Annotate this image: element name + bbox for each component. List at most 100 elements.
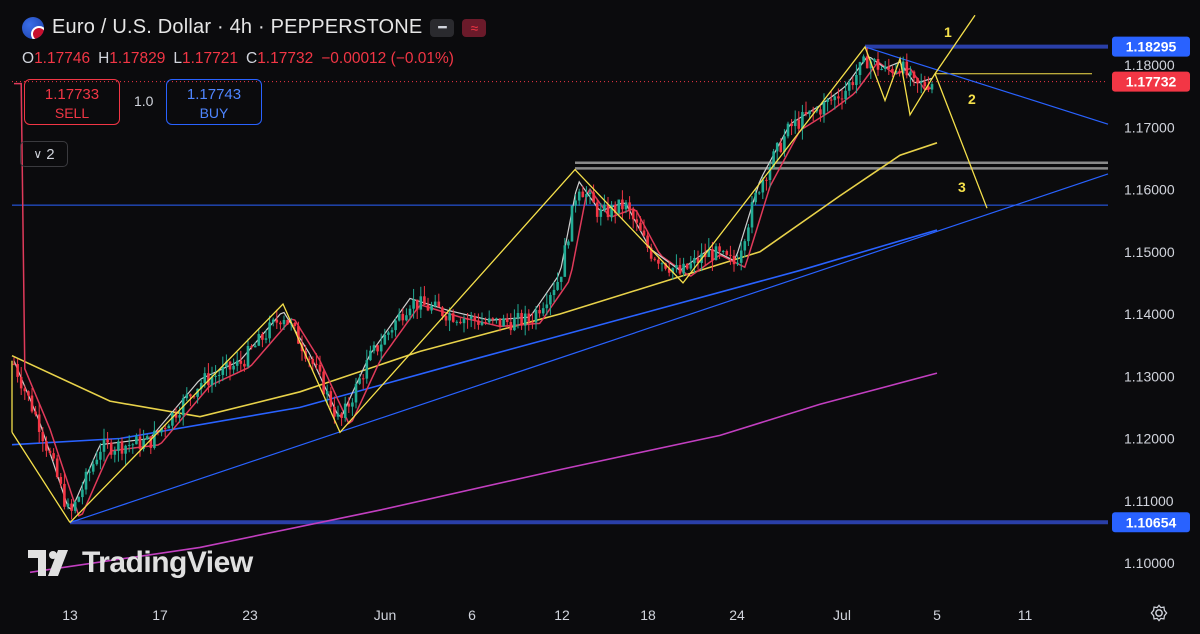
candle-body [563, 245, 567, 277]
candle-body [685, 263, 689, 269]
candle-body [117, 441, 120, 451]
candle-body [790, 123, 793, 127]
candle-body [491, 318, 495, 320]
ma-200-line[interactable] [29, 372, 938, 574]
candle-body [253, 345, 257, 348]
candle-body [909, 71, 912, 76]
candle-body [865, 56, 869, 69]
price-tag[interactable] [1112, 512, 1190, 533]
candle-body [703, 253, 707, 258]
candle-body [27, 391, 30, 396]
price-tag[interactable] [1112, 71, 1190, 92]
candle-body [297, 326, 300, 344]
candle-body [721, 251, 725, 253]
candle-body [412, 299, 415, 309]
candle-body [84, 471, 88, 490]
candle-body [761, 179, 765, 193]
candle-body [250, 345, 253, 348]
candle-body [901, 61, 905, 74]
candle-body [261, 334, 264, 340]
x-tick-label: 11 [1018, 607, 1033, 623]
candle-body [883, 66, 887, 69]
candle-body [178, 415, 181, 418]
x-tick-label: 6 [468, 607, 476, 623]
candle-body [336, 413, 340, 417]
sell-button[interactable]: 1.17733 SELL [24, 79, 120, 125]
candle-body [473, 315, 477, 321]
high-value: 1.17829 [109, 50, 166, 67]
candle-body [847, 82, 851, 91]
candle-body [149, 436, 153, 448]
candle-body [322, 371, 325, 395]
candle-body [772, 151, 775, 168]
candle-body [318, 364, 322, 372]
candle-body [264, 338, 268, 340]
x-tick-label: 17 [152, 607, 168, 623]
candle-body [372, 345, 376, 351]
candle-body [189, 394, 192, 397]
candle-body [102, 439, 106, 452]
candle-body [675, 264, 678, 269]
candle-body [286, 319, 289, 325]
candle-body [354, 383, 358, 403]
candle-body [693, 258, 696, 264]
channel-leg-line[interactable] [11, 431, 71, 523]
candle-body [48, 450, 52, 454]
candle-body [523, 313, 527, 326]
wave-icon[interactable]: ≈ [462, 18, 487, 37]
candle-body [207, 373, 210, 386]
ohlc-readout: O1.17746 H1.17829 L1.17721 C1.17732 −0.0… [22, 50, 454, 68]
candle-body [603, 204, 606, 210]
candle-body [225, 361, 228, 367]
candle-body [171, 412, 174, 426]
candle-body [639, 222, 642, 231]
candle-body [891, 68, 894, 73]
y-tick-label: 1.11000 [1124, 493, 1174, 509]
descending-trendline[interactable] [864, 46, 1109, 125]
candle-body [448, 313, 451, 321]
minus-icon[interactable]: ━ [430, 18, 455, 37]
projection-up-line[interactable] [934, 14, 976, 75]
ascending-trendline[interactable] [69, 173, 1109, 524]
candle-body [333, 406, 336, 417]
buy-button[interactable]: 1.17743 BUY [166, 79, 262, 125]
y-tick-label: 1.12000 [1124, 431, 1175, 447]
candle-body [592, 192, 595, 203]
close-value: 1.17732 [257, 50, 314, 67]
candle-body [408, 308, 412, 316]
settings-gear-icon[interactable] [1150, 604, 1168, 622]
candle-body [819, 109, 822, 115]
indicator-collapse-button[interactable]: ∨ 2 [20, 141, 68, 167]
price-tag[interactable] [1112, 36, 1190, 57]
candle-body [55, 458, 59, 477]
ma-100-line[interactable] [11, 229, 938, 446]
wave-label: 3 [958, 179, 966, 195]
candle-body [577, 191, 581, 201]
candle-body [282, 319, 286, 325]
candle-body [606, 204, 610, 218]
ma-50-line[interactable] [11, 142, 938, 418]
symbol-title[interactable]: Euro / U.S. Dollar · 4h · PEPPERSTONE [52, 16, 423, 38]
candle-body [765, 179, 768, 181]
candle-body [808, 110, 811, 115]
candle-body [235, 360, 239, 366]
quantity-value[interactable]: 1.0 [134, 93, 154, 109]
ma-21-line[interactable] [14, 60, 933, 517]
sell-label: SELL [54, 105, 90, 121]
candle-body [617, 199, 621, 214]
candle-body [361, 378, 365, 380]
projection-down-line[interactable] [934, 73, 988, 209]
candle-body [516, 313, 520, 318]
candle-body [30, 395, 34, 412]
ma-9-line[interactable] [13, 56, 933, 511]
tradingview-logo-icon [28, 550, 68, 576]
candle-body [822, 101, 826, 115]
candle-body [405, 315, 408, 321]
candle-body [433, 301, 437, 306]
candle-body [12, 363, 16, 365]
zigzag-pattern-line[interactable] [69, 45, 936, 523]
candle-body [574, 200, 577, 206]
candle-body [541, 308, 545, 314]
candle-body [131, 444, 135, 446]
